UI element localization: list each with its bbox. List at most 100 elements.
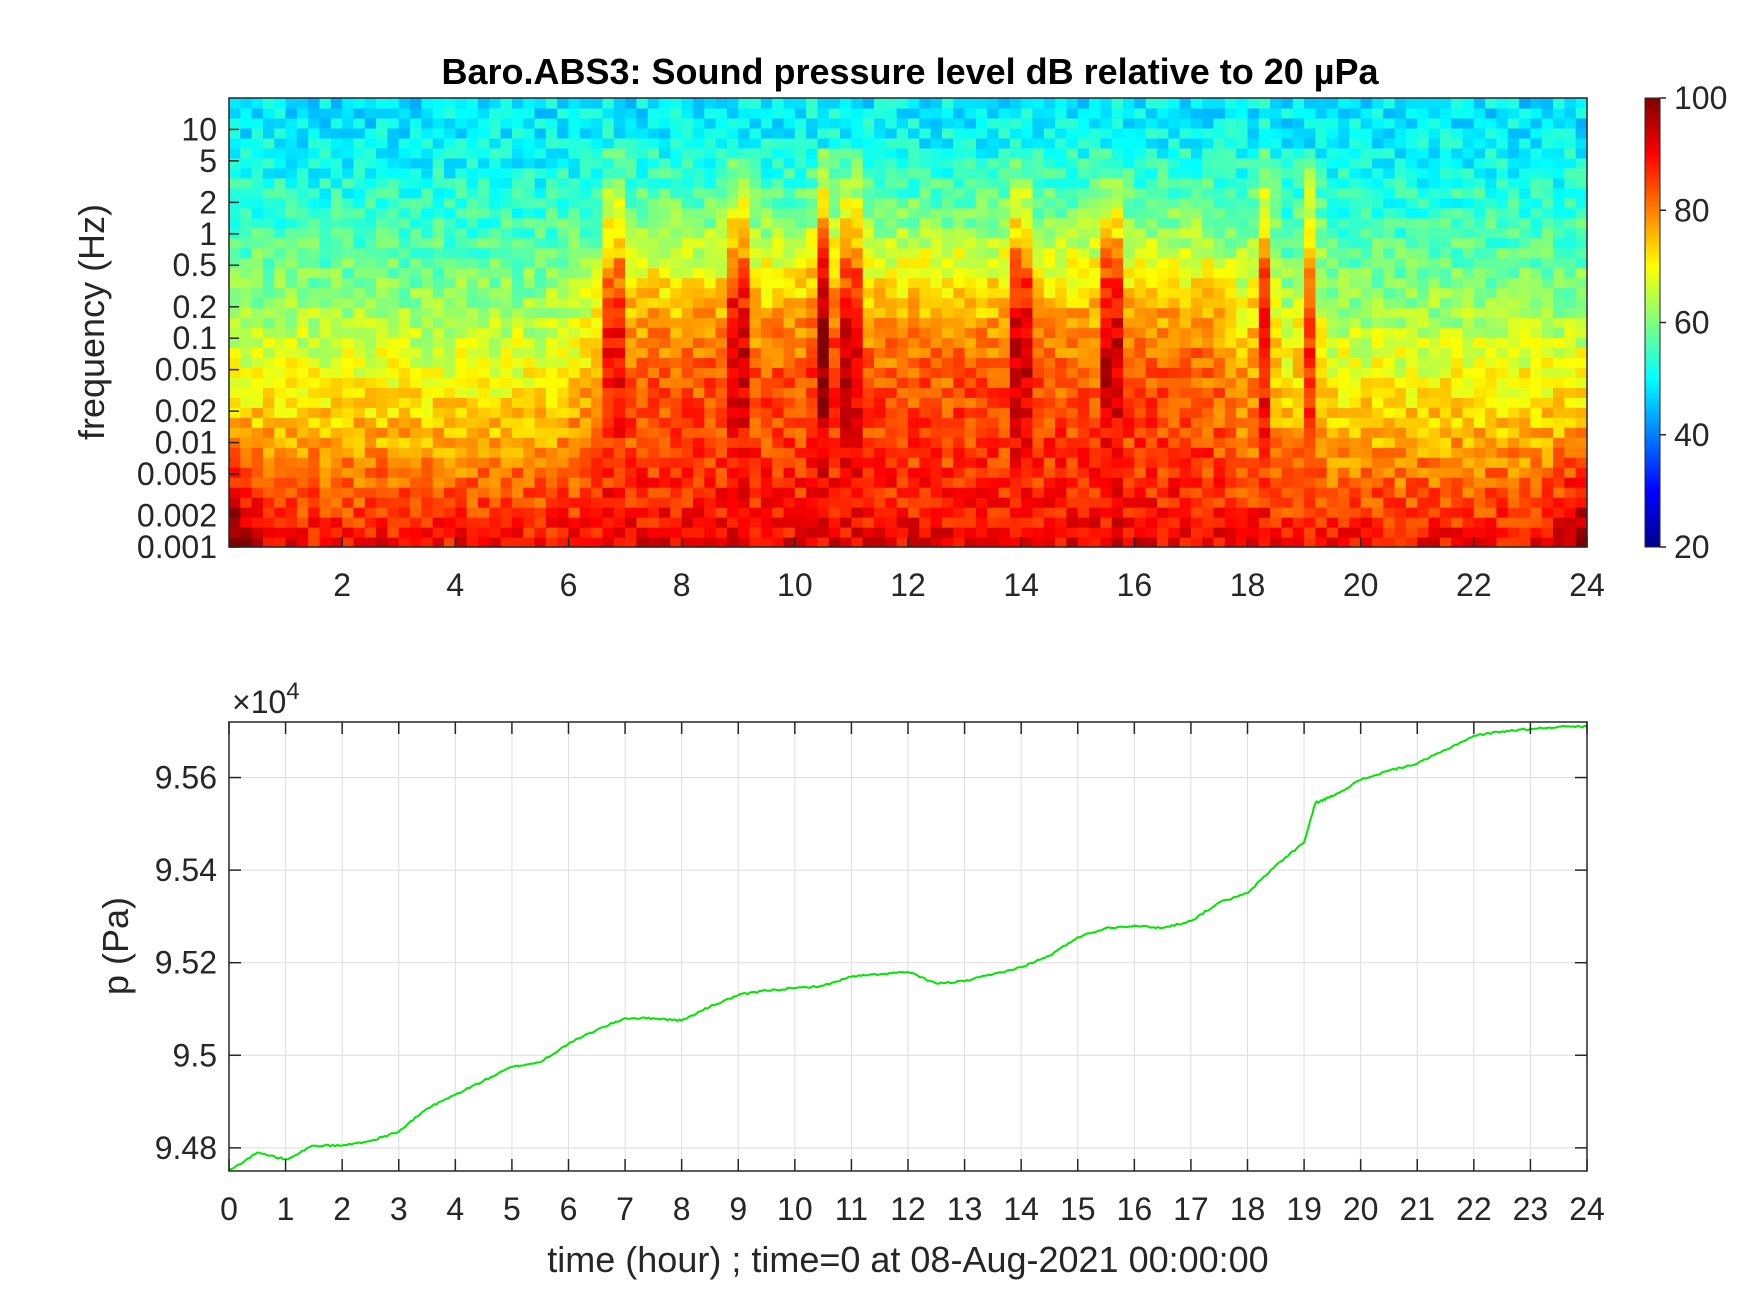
spectrogram-cell: [1111, 217, 1124, 229]
spectrogram-cell: [1089, 197, 1101, 209]
spectrogram-cell: [1077, 247, 1090, 259]
spectrogram-cell: [1247, 197, 1260, 209]
spectrogram-cell: [319, 467, 332, 478]
spectrogram-cell: [1168, 467, 1181, 478]
spectrogram-cell: [387, 337, 400, 349]
spectrogram-cell: [1213, 217, 1226, 229]
spectrogram-cell: [930, 157, 943, 169]
spectrogram-cell: [376, 147, 389, 159]
spectrogram-cell: [1258, 457, 1271, 468]
spectrogram-cell: [704, 417, 717, 428]
spectrogram-cell: [828, 217, 841, 229]
spectrogram-cell: [296, 217, 309, 229]
spectrogram-cell: [1304, 537, 1316, 548]
spectrogram-cell: [1417, 247, 1430, 259]
spectrogram-cell: [1315, 317, 1328, 329]
spectrogram-cell: [308, 217, 321, 229]
spectrogram-cell: [1338, 167, 1350, 179]
spectrogram-cell: [987, 337, 1000, 349]
spectrogram-cell: [1451, 457, 1464, 468]
spectrogram-cell: [1213, 327, 1226, 339]
spectrogram-cell: [817, 527, 830, 538]
spectrogram-cell: [1462, 517, 1475, 528]
spectrogram-cell: [851, 197, 864, 209]
spectrogram-cell: [704, 247, 717, 259]
spectrogram-cell: [772, 237, 785, 249]
spectrogram-cell: [851, 307, 864, 319]
spectrogram-cell: [1383, 187, 1396, 199]
spectrogram-cell: [342, 407, 355, 418]
spectrogram-cell: [1281, 177, 1294, 189]
spectrogram-cell: [749, 237, 762, 249]
spectrogram-cell: [1043, 467, 1056, 478]
spectrogram-cell: [1179, 347, 1192, 359]
spectrogram-cell: [319, 217, 332, 229]
spectrogram-cell: [523, 447, 536, 458]
spectrogram-cell: [1258, 517, 1271, 528]
spectrogram-cell: [1111, 317, 1124, 329]
spectrogram-cell: [285, 407, 298, 418]
spectrogram-cell: [1043, 407, 1056, 418]
spectrogram-cell: [1417, 127, 1430, 139]
spectrogram-cell: [953, 357, 966, 368]
spectrogram-cell: [1247, 407, 1260, 418]
spectrogram-cell: [568, 257, 581, 269]
spectrogram-cell: [874, 267, 886, 279]
spectrogram-cell: [749, 287, 762, 299]
spectrogram-cell: [1168, 247, 1181, 259]
spectrogram-cell: [783, 527, 796, 538]
spectrogram-cell: [444, 197, 456, 209]
spectrogram-cell: [908, 197, 920, 209]
spectrogram-cell: [376, 387, 389, 398]
spectrogram-cell: [296, 267, 309, 279]
spectrogram-cell: [613, 137, 626, 149]
spectrogram-cell: [874, 427, 886, 438]
spectrogram-cell: [1089, 287, 1101, 299]
spectrogram-cell: [1236, 177, 1249, 189]
spectrogram-cell: [862, 537, 875, 548]
spectrogram-cell: [274, 447, 287, 458]
spectrogram-cell: [1326, 147, 1339, 159]
spectrogram-cell: [1304, 377, 1316, 388]
spectrogram-cell: [1451, 397, 1464, 408]
spectrogram-cell: [840, 387, 853, 398]
spectrogram-cell: [862, 377, 875, 388]
spectrogram-cell: [477, 98, 490, 109]
spectrogram-cell: [1258, 537, 1271, 548]
spectrogram-cell: [749, 377, 762, 388]
spectrogram-cell: [1326, 217, 1339, 229]
spectrogram-cell: [1021, 237, 1034, 249]
spectrogram-cell: [421, 297, 434, 309]
spectrogram-cell: [738, 397, 751, 408]
spectrogram-cell: [523, 167, 536, 179]
spectrogram-cell: [670, 497, 683, 508]
spectrogram-cell: [364, 117, 377, 129]
spectrogram-cell: [828, 537, 841, 548]
spectrogram-cell: [1338, 337, 1350, 349]
spectrogram-cell: [760, 467, 773, 478]
spectrogram-cell: [1055, 467, 1068, 478]
spectrogram-cell: [1473, 98, 1486, 109]
spectrogram-cell: [772, 287, 785, 299]
spectrogram-cell: [477, 267, 490, 279]
spectrogram-cell: [1462, 367, 1475, 378]
spectrogram-cell: [1462, 247, 1475, 259]
spectrogram-cell: [330, 107, 343, 119]
spectrogram-cell: [444, 507, 456, 518]
spectrogram-cell: [1360, 367, 1373, 378]
spectrogram-cell: [285, 527, 298, 538]
spectrogram-cell: [670, 307, 683, 319]
spectrogram-cell: [794, 287, 807, 299]
spectrogram-cell: [794, 337, 807, 349]
spectrogram-cell: [738, 117, 751, 129]
spectrogram-cell: [568, 427, 581, 438]
spectrogram-cell: [229, 407, 241, 418]
spectrogram-cell: [1077, 98, 1090, 109]
spectrogram-cell: [681, 137, 694, 149]
spectrogram-cell: [1043, 157, 1056, 169]
spectrogram-cell: [908, 117, 920, 129]
spectrogram-cell: [398, 277, 411, 289]
spectrogram-cell: [534, 167, 547, 179]
spectrogram-cell: [568, 437, 581, 448]
spectrogram-cell: [398, 377, 411, 388]
